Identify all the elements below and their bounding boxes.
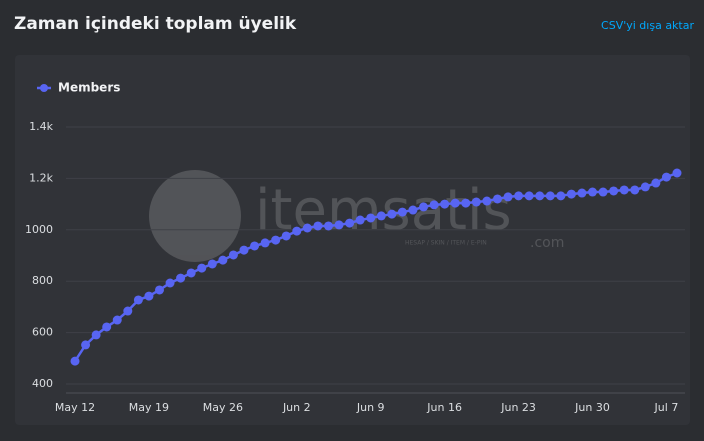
legend-label: Members (58, 81, 120, 95)
point (672, 168, 682, 178)
point (133, 295, 143, 305)
point (250, 241, 260, 251)
point (323, 221, 333, 231)
watermark: itemsatis HESAP / SKIN / ITEM / E-PIN .c… (149, 170, 564, 262)
point (492, 194, 502, 204)
point (440, 199, 450, 209)
y-tick-label: 400 (32, 377, 53, 390)
point (271, 235, 281, 245)
point (630, 185, 640, 195)
point (302, 223, 312, 233)
point (313, 221, 323, 231)
watermark-tagline: HESAP / SKIN / ITEM / E-PIN (405, 240, 487, 247)
point (566, 189, 576, 199)
point (588, 187, 598, 197)
point (640, 182, 650, 192)
x-tick-label: Jun 23 (500, 401, 536, 414)
point (471, 197, 481, 207)
y-tick-label: 1.4k (29, 120, 53, 133)
y-tick-label: 1000 (25, 223, 53, 236)
point (292, 226, 302, 236)
point (450, 198, 460, 208)
y-tick-label: 600 (32, 326, 53, 339)
point (345, 218, 355, 228)
x-tick-label: Jun 9 (356, 401, 385, 414)
point (661, 172, 671, 182)
point (556, 191, 566, 201)
point (461, 198, 471, 208)
point (197, 263, 207, 273)
point (186, 268, 196, 278)
point (387, 209, 397, 219)
point (81, 340, 91, 350)
y-tick-label: 800 (32, 274, 53, 287)
point (165, 278, 175, 288)
point (70, 356, 80, 366)
point (503, 192, 513, 202)
point (577, 188, 587, 198)
point (176, 273, 186, 283)
point (260, 238, 270, 248)
title: Zaman içindeki toplam üyelik (14, 14, 297, 34)
point (228, 250, 238, 260)
point (514, 191, 524, 201)
point (366, 213, 376, 223)
point (207, 259, 217, 269)
watermark-domain: .com (530, 235, 564, 251)
point (535, 191, 545, 201)
point (123, 306, 133, 316)
x-tick-label: Jun 30 (574, 401, 610, 414)
x-tick-label: May 12 (55, 401, 95, 414)
point (376, 211, 386, 221)
legend-marker (40, 84, 48, 92)
point (239, 245, 249, 255)
x-tick-label: Jun 2 (282, 401, 311, 414)
point (154, 285, 164, 295)
point (102, 322, 112, 332)
point (545, 191, 555, 201)
point (609, 186, 619, 196)
point (91, 330, 101, 340)
point (112, 315, 122, 325)
x-tick-label: May 19 (129, 401, 169, 414)
export-link[interactable]: CSV'yi dışa aktar (601, 19, 694, 32)
point (524, 191, 534, 201)
point (651, 178, 661, 188)
point (397, 207, 407, 217)
point (408, 205, 418, 215)
x-tick-label: May 26 (203, 401, 243, 414)
point (429, 200, 439, 210)
point (419, 202, 429, 212)
point (144, 291, 154, 301)
point (598, 187, 608, 197)
point (334, 220, 344, 230)
x-tick-label: Jun 16 (426, 401, 462, 414)
point (218, 255, 228, 265)
watermark-logo (149, 170, 241, 262)
point (482, 196, 492, 206)
point (281, 231, 291, 241)
y-tick-label: 1.2k (29, 171, 53, 184)
x-tick-label: Jul 7 (654, 401, 679, 414)
point (355, 215, 365, 225)
point (619, 185, 629, 195)
series-line (73, 171, 678, 362)
